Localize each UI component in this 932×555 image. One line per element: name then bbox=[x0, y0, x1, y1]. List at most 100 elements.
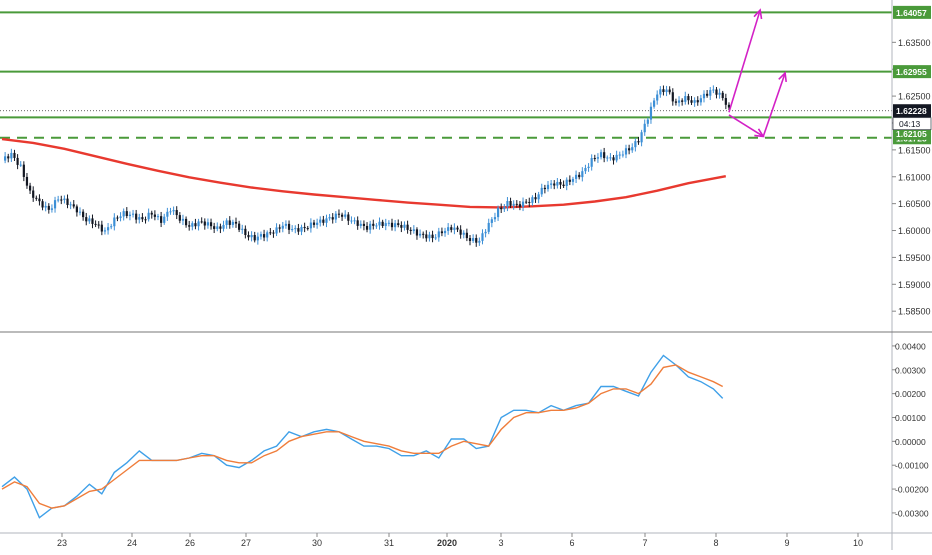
candle-body bbox=[50, 208, 54, 210]
candle-body bbox=[147, 212, 150, 220]
candle-body bbox=[153, 214, 156, 217]
candle-body bbox=[372, 223, 375, 226]
candle-body bbox=[172, 210, 175, 212]
candle-body bbox=[231, 221, 234, 225]
candle-body bbox=[475, 238, 478, 243]
candle-body bbox=[253, 234, 256, 241]
candle-body bbox=[306, 228, 309, 230]
candle-body bbox=[194, 223, 197, 227]
candle-body bbox=[425, 234, 428, 239]
candle-body bbox=[250, 234, 253, 238]
candle-body bbox=[284, 223, 288, 226]
candle-body bbox=[247, 234, 250, 238]
candle-body bbox=[303, 226, 306, 229]
candle-body bbox=[325, 218, 328, 223]
candle-body bbox=[100, 224, 103, 232]
candle-body bbox=[706, 93, 709, 96]
candle-body bbox=[337, 213, 341, 215]
candle-body bbox=[603, 152, 606, 159]
price-tick-label: 1.61000 bbox=[898, 172, 931, 182]
candle-body bbox=[7, 156, 10, 159]
candle-body bbox=[606, 157, 609, 159]
candle-body bbox=[206, 222, 210, 226]
candle-body bbox=[721, 92, 724, 99]
candle-body bbox=[428, 234, 431, 239]
candle-body bbox=[459, 229, 462, 235]
candle-body bbox=[266, 232, 269, 238]
candle-body bbox=[662, 89, 665, 93]
candle-body bbox=[699, 98, 702, 103]
osc-tick-label: -0.00100 bbox=[895, 461, 929, 471]
candle-body bbox=[646, 119, 649, 124]
candle-body bbox=[188, 225, 191, 227]
time-tick-label: 23 bbox=[57, 538, 67, 548]
candle-body bbox=[316, 222, 319, 225]
price-tick-label: 1.58500 bbox=[898, 307, 931, 317]
candle-body bbox=[453, 227, 456, 230]
candle-body bbox=[403, 224, 406, 228]
candle-body bbox=[200, 221, 203, 223]
candle-body bbox=[353, 220, 356, 222]
candle-body bbox=[384, 223, 387, 226]
candle-body bbox=[528, 201, 531, 203]
time-tick-label: 30 bbox=[312, 538, 322, 548]
time-tick-label: 3 bbox=[498, 538, 503, 548]
candle-body bbox=[191, 223, 194, 227]
candle-body bbox=[434, 237, 437, 239]
candle-body bbox=[687, 96, 690, 101]
candle-body bbox=[718, 92, 721, 95]
candle-body bbox=[643, 123, 646, 133]
candle-body bbox=[156, 216, 160, 218]
projection-arrow-line bbox=[728, 114, 764, 138]
candle-body bbox=[574, 174, 578, 179]
candle-body bbox=[138, 217, 141, 220]
candle-body bbox=[618, 154, 621, 156]
candle-body bbox=[490, 219, 493, 223]
signal-line bbox=[1, 364, 724, 509]
candle-body bbox=[82, 211, 85, 218]
candle-body bbox=[521, 201, 525, 207]
candle-body bbox=[63, 198, 66, 201]
candle-body bbox=[278, 227, 281, 229]
time-tick-label: 31 bbox=[384, 538, 394, 548]
arrow-head bbox=[753, 8, 763, 20]
candle-body bbox=[328, 217, 331, 219]
candle-body bbox=[621, 154, 624, 156]
candle-body bbox=[256, 236, 259, 241]
candle-body bbox=[72, 204, 75, 207]
candle-body bbox=[415, 229, 419, 236]
candle-body bbox=[631, 147, 634, 151]
candle-body bbox=[131, 213, 135, 215]
candle-body bbox=[334, 213, 337, 220]
candle-body bbox=[41, 201, 44, 208]
price-tick-label: 1.61500 bbox=[898, 145, 931, 155]
candle-body bbox=[525, 201, 528, 203]
candle-body bbox=[590, 158, 593, 167]
candle-body bbox=[340, 214, 344, 217]
time-tick-label: 24 bbox=[127, 538, 137, 548]
candle-body bbox=[468, 238, 472, 241]
candle-body bbox=[262, 234, 266, 238]
candle-body bbox=[693, 100, 696, 103]
candle-body bbox=[556, 181, 559, 186]
candle-body bbox=[500, 207, 503, 210]
price-tick-label: 1.59500 bbox=[898, 253, 931, 263]
candle-body bbox=[110, 226, 113, 228]
time-tick-label: 8 bbox=[713, 538, 718, 548]
candle-body bbox=[615, 154, 618, 161]
candle-body bbox=[228, 220, 231, 225]
candle-body bbox=[400, 225, 403, 228]
candle-body bbox=[609, 157, 612, 159]
candle-body bbox=[35, 197, 38, 199]
candle-body bbox=[652, 100, 656, 107]
candle-body bbox=[437, 231, 440, 238]
candle-body bbox=[78, 211, 82, 213]
candle-body bbox=[28, 185, 32, 191]
candle-body bbox=[22, 164, 25, 177]
candle-body bbox=[272, 232, 275, 234]
candle-body bbox=[347, 214, 350, 221]
candle-body bbox=[634, 141, 637, 148]
current-price-tag: 1.62228 bbox=[896, 106, 927, 116]
